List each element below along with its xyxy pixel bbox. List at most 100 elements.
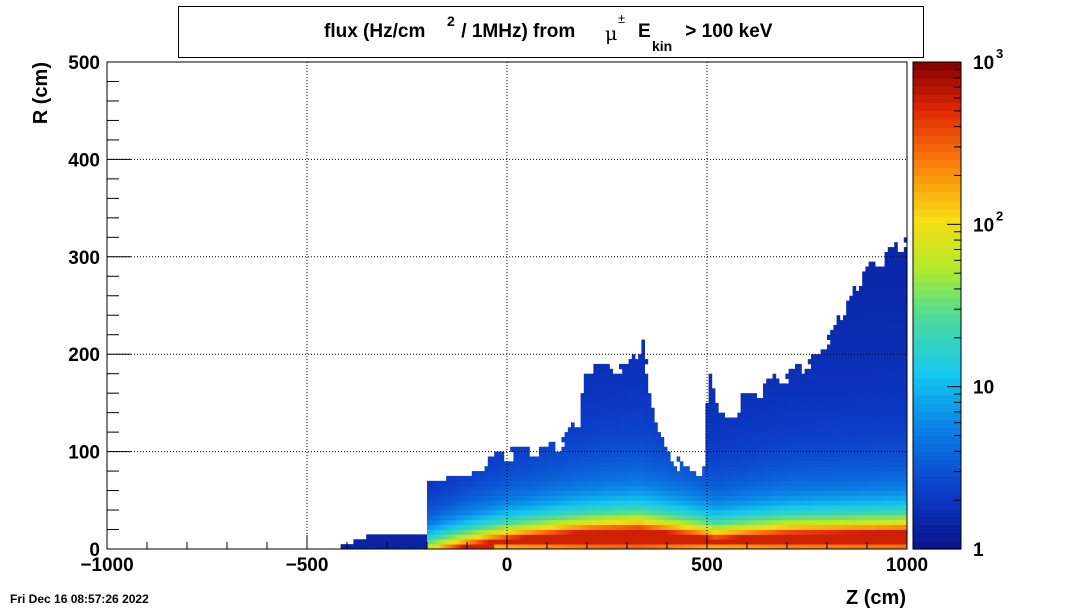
heatmap-cell xyxy=(625,441,629,448)
heatmap-cell xyxy=(763,524,767,530)
heatmap-cell xyxy=(747,505,751,511)
heatmap-cell xyxy=(903,539,908,545)
heatmap-cell xyxy=(721,480,725,487)
heatmap-cell xyxy=(676,544,681,550)
heatmap-cell xyxy=(628,427,633,433)
heatmap-cell xyxy=(516,490,521,496)
heatmap-cell xyxy=(647,427,652,433)
heatmap-cell xyxy=(711,510,716,516)
heatmap-cell xyxy=(763,383,767,389)
heatmap-cell xyxy=(596,378,601,384)
heatmap-cell xyxy=(779,446,783,452)
heatmap-cell xyxy=(715,461,719,467)
heatmap-cell xyxy=(804,480,809,487)
heatmap-cell xyxy=(359,539,364,545)
heatmap-cell xyxy=(868,305,873,311)
heatmap-cell xyxy=(891,407,895,414)
heatmap-cell xyxy=(855,539,860,545)
heatmap-cell xyxy=(846,417,850,423)
heatmap-cell xyxy=(763,480,767,487)
heatmap-cell xyxy=(609,461,613,467)
heatmap-cell xyxy=(567,456,572,462)
heatmap-cell xyxy=(711,495,716,501)
heatmap-cell xyxy=(779,500,783,506)
heatmap-cell xyxy=(513,446,517,452)
heatmap-cell xyxy=(599,451,604,457)
heatmap-cell xyxy=(567,544,572,550)
heatmap-cell xyxy=(491,500,495,506)
heatmap-cell xyxy=(855,451,860,457)
heatmap-cell xyxy=(638,412,642,418)
heatmap-cell xyxy=(852,495,857,501)
heatmap-cell xyxy=(644,495,649,501)
heatmap-cell xyxy=(897,344,901,350)
heatmap-cell xyxy=(657,475,661,482)
heatmap-cell xyxy=(859,456,863,462)
heatmap-cell xyxy=(795,544,799,550)
heatmap-cell xyxy=(647,422,652,428)
heatmap-cell xyxy=(657,544,661,550)
heatmap-cell xyxy=(708,446,713,452)
heatmap-cell xyxy=(590,524,594,530)
heatmap-cell xyxy=(571,456,575,462)
heatmap-cell xyxy=(766,466,770,472)
heatmap-cell xyxy=(583,378,588,384)
heatmap-cell xyxy=(798,456,802,462)
heatmap-cell xyxy=(891,402,895,409)
heatmap-cell xyxy=(859,422,863,428)
heatmap-cell xyxy=(590,485,594,491)
heatmap-cell xyxy=(711,471,716,477)
heatmap-cell xyxy=(740,412,745,418)
heatmap-cell xyxy=(900,354,905,360)
heatmap-cell xyxy=(823,349,828,355)
heatmap-cell xyxy=(836,466,841,472)
heatmap-cell xyxy=(743,451,748,457)
heatmap-cell xyxy=(593,373,597,379)
heatmap-cell xyxy=(715,417,719,423)
heatmap-cell xyxy=(491,534,495,540)
heatmap-cell xyxy=(539,510,543,516)
heatmap-cell xyxy=(593,495,597,501)
heatmap-cell xyxy=(599,407,604,414)
heatmap-cell xyxy=(766,544,770,550)
heatmap-cell xyxy=(452,510,457,516)
heatmap-cell xyxy=(772,480,777,487)
heatmap-cell xyxy=(689,529,693,535)
heatmap-cell xyxy=(724,505,729,511)
heatmap-cell xyxy=(516,480,521,487)
color-bar-segment xyxy=(913,362,961,372)
heatmap-cell xyxy=(593,383,597,389)
heatmap-cell xyxy=(887,427,892,433)
heatmap-cell xyxy=(884,256,889,263)
heatmap-cell xyxy=(455,500,460,506)
heatmap-cell xyxy=(577,432,581,438)
heatmap-cell xyxy=(871,490,876,496)
heatmap-cell xyxy=(702,510,706,516)
heatmap-cell xyxy=(612,539,617,545)
heatmap-cell xyxy=(887,368,892,375)
heatmap-cell xyxy=(583,456,588,462)
heatmap-cell xyxy=(740,495,745,501)
heatmap-cell xyxy=(894,534,898,540)
heatmap-cell xyxy=(587,495,591,501)
heatmap-cell xyxy=(811,359,815,365)
heatmap-cell xyxy=(587,471,591,477)
heatmap-cell xyxy=(843,500,847,506)
heatmap-cell xyxy=(903,505,908,511)
heatmap-cell xyxy=(871,480,876,487)
heatmap-cell xyxy=(468,539,473,545)
heatmap-cell xyxy=(702,475,706,482)
heatmap-cell xyxy=(708,461,713,467)
heatmap-cell xyxy=(718,510,722,516)
heatmap-cell xyxy=(526,529,530,535)
heatmap-cell xyxy=(894,524,898,530)
heatmap-cell xyxy=(900,344,905,350)
heatmap-cell xyxy=(884,505,889,511)
heatmap-cell xyxy=(900,398,905,404)
heatmap-cell xyxy=(875,344,879,350)
heatmap-cell xyxy=(676,524,681,530)
heatmap-cell xyxy=(833,544,837,550)
heatmap-cell xyxy=(897,320,901,326)
heatmap-cell xyxy=(427,539,431,545)
heatmap-cell xyxy=(587,436,591,443)
